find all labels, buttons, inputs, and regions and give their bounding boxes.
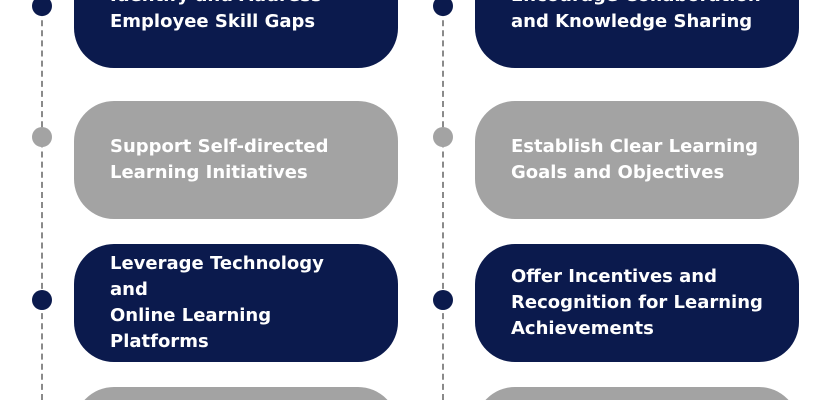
left-card-2: Support Self-directed Learning Initiativ…	[74, 101, 398, 219]
left-timeline-dot-2	[32, 127, 52, 147]
left-card-3-text: Leverage Technology and Online Learning …	[110, 253, 324, 352]
left-timeline-dot-3	[32, 290, 52, 310]
right-card-4	[475, 387, 799, 400]
right-timeline-dot-2	[433, 127, 453, 147]
left-card-1-text: Identify and Address Employee Skill Gaps	[110, 0, 322, 32]
right-card-1: Encourage Collaboration and Knowledge Sh…	[475, 0, 799, 68]
left-card-4	[74, 387, 398, 400]
right-timeline-dot-3	[433, 290, 453, 310]
left-card-1: Identify and Address Employee Skill Gaps	[74, 0, 398, 68]
right-card-1-text: Encourage Collaboration and Knowledge Sh…	[511, 0, 761, 32]
right-card-2: Establish Clear Learning Goals and Objec…	[475, 101, 799, 219]
right-timeline-dot-1	[433, 0, 453, 16]
left-card-2-text: Support Self-directed Learning Initiativ…	[110, 136, 329, 183]
right-card-3: Offer Incentives and Recognition for Lea…	[475, 244, 799, 362]
left-card-3: Leverage Technology and Online Learning …	[74, 244, 398, 362]
left-timeline-dot-1	[32, 0, 52, 16]
right-card-2-text: Establish Clear Learning Goals and Objec…	[511, 136, 759, 183]
left-timeline-line	[41, 0, 43, 400]
right-timeline-line	[442, 0, 444, 400]
right-card-3-text: Offer Incentives and Recognition for Lea…	[511, 266, 763, 339]
